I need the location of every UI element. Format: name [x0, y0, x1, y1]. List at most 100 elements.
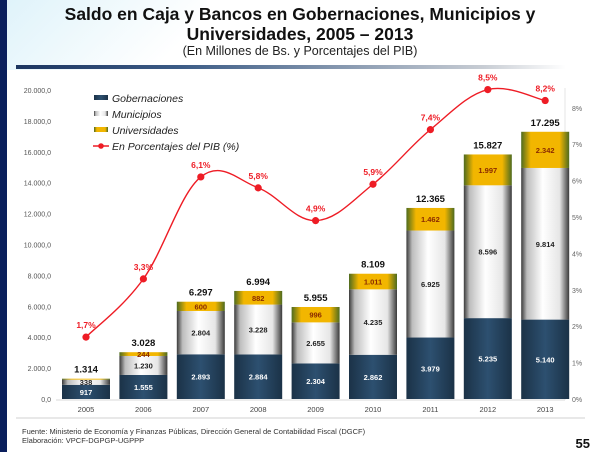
y-left-tick-label: 16.000,0: [24, 150, 51, 157]
source-text: Fuente: Ministerio de Economía y Finanza…: [22, 427, 366, 436]
x-tick-label: 2005: [78, 405, 95, 414]
page-number: 55: [575, 436, 590, 451]
pib-point: [82, 333, 90, 341]
bar-universidades-label: 2.342: [536, 146, 555, 155]
y-right-tick-label: 2%: [572, 324, 582, 331]
bar-municipios: [521, 167, 570, 320]
bar-gobernaciones: [349, 354, 397, 399]
pib-point-label: 4,9%: [306, 204, 326, 214]
legend-swatch-pib-marker: [98, 143, 104, 149]
legend-label-pib: En Porcentajes del PIB (%): [112, 141, 239, 153]
y-left-tick-label: 6.000,0: [28, 304, 51, 311]
bar-universidades: [406, 207, 455, 231]
bar-gobernaciones-label: 917: [80, 388, 93, 397]
bar-total-label: 6.297: [189, 288, 213, 299]
bar-total-label: 5.955: [304, 293, 328, 304]
bar-municipios-label: 4.235: [364, 318, 383, 327]
y-left-tick-label: 12.000,0: [24, 212, 51, 219]
chart-title-line1: Saldo en Caja y Bancos en Gobernaciones,…: [64, 4, 536, 24]
pib-point-label: 8,2%: [536, 84, 556, 94]
bar-gobernaciones: [62, 384, 110, 399]
chart-subtitle: (En Millones de Bs. y Porcentajes del PI…: [182, 44, 418, 58]
bar-gobernaciones: [119, 374, 168, 399]
pib-point-label: 5,9%: [363, 167, 383, 177]
legend-label-gobernaciones: Gobernaciones: [112, 93, 184, 105]
bar-total-label: 1.314: [74, 365, 98, 376]
bar-universidades: [62, 378, 110, 380]
bar-municipios: [349, 289, 397, 355]
bar-municipios: [234, 304, 283, 355]
bar-municipios-label: 338: [80, 378, 93, 387]
bar-universidades-label: 1.997: [478, 166, 497, 175]
bar-universidades-label: 600: [195, 302, 208, 311]
y-right-tick-label: 6%: [572, 179, 582, 186]
bar-gobernaciones-label: 2.893: [191, 373, 210, 382]
pib-point: [541, 96, 549, 105]
legend-swatch-municipios: [94, 111, 108, 116]
header-background: [7, 0, 207, 70]
pib-point: [426, 126, 434, 134]
bar-gobernaciones: [463, 318, 512, 399]
bar-total-label: 12.365: [416, 194, 446, 205]
bar-universidades-label: 244: [137, 350, 150, 359]
bar-municipios-label: 3.228: [249, 326, 268, 335]
bar-municipios-label: 6.925: [421, 280, 440, 289]
pib-point-label: 7,4%: [421, 113, 441, 123]
bar-total-label: 3.028: [132, 338, 156, 349]
x-tick-label: 2010: [365, 405, 382, 414]
legend-label-municipios: Municipios: [112, 109, 162, 121]
pib-point-label: 6,1%: [191, 160, 211, 170]
bar-gobernaciones-label: 1.555: [134, 383, 153, 392]
bar-universidades: [119, 352, 168, 356]
bar-municipios: [406, 230, 455, 338]
pib-point-label: 5,8%: [249, 171, 269, 181]
y-left-tick-label: 0,0: [41, 397, 51, 404]
x-tick-label: 2009: [307, 405, 324, 414]
bar-gobernaciones-label: 5.140: [536, 355, 555, 364]
line-layer: 1,7% 3,3% 6,1% 5,8% 4,9% 5,9% 7,4% 8,5% 8,2%: [76, 73, 555, 341]
pib-point-label: 8,5%: [478, 73, 498, 83]
bar-gobernaciones-label: 2.304: [306, 377, 326, 386]
bar-municipios: [463, 185, 512, 319]
bar-gobernaciones: [291, 363, 340, 399]
bar-universidades-label: 996: [309, 311, 322, 320]
pib-point-label: 1,7%: [76, 320, 96, 330]
bar-universidades: [176, 301, 225, 311]
x-tick-label: 2011: [422, 405, 438, 414]
x-tick-label: 2012: [479, 405, 496, 414]
bar-universidades: [291, 306, 340, 323]
left-accent-bar: [0, 0, 7, 452]
y-right-tick-label: 8%: [572, 106, 582, 113]
bar-municipios: [119, 355, 168, 375]
bar-gobernaciones: [406, 337, 455, 399]
y-right-tick-label: 5%: [572, 215, 582, 222]
y-right-tick-label: 7%: [572, 142, 582, 149]
bar-universidades-label: 1.011: [364, 278, 382, 287]
pib-point: [139, 275, 147, 283]
bar-gobernaciones-label: 2.862: [364, 373, 383, 382]
y-left-tick-label: 20.000,0: [24, 88, 51, 95]
bar-universidades-label: 882: [252, 294, 265, 303]
bar-gobernaciones-label: 2.884: [249, 373, 269, 382]
bar-municipios: [176, 310, 225, 355]
pib-point-label: 3,3%: [134, 262, 154, 272]
bar-total-label: 6.994: [246, 277, 270, 288]
bar-gobernaciones-label: 3.979: [421, 364, 440, 373]
y-right-tick-label: 1%: [572, 361, 582, 368]
bar-universidades: [521, 131, 570, 168]
x-tick-label: 2006: [135, 405, 152, 414]
bar-gobernaciones: [521, 319, 570, 399]
bar-municipios: [62, 379, 110, 385]
y-right-tick-label: 0%: [572, 397, 582, 404]
bar-universidades: [234, 290, 283, 305]
bar-total-label: 17.295: [531, 118, 561, 129]
bar-total-label: 8.109: [361, 260, 385, 271]
y-left-tick-label: 4.000,0: [28, 335, 51, 342]
pib-point: [254, 184, 262, 192]
pib-point: [484, 86, 492, 94]
elaboration-text: Elaboración: VPCF-DGPGP-UGPPP: [22, 436, 145, 445]
bar-municipios: [291, 322, 340, 364]
legend-label-universidades: Universidades: [112, 125, 179, 137]
